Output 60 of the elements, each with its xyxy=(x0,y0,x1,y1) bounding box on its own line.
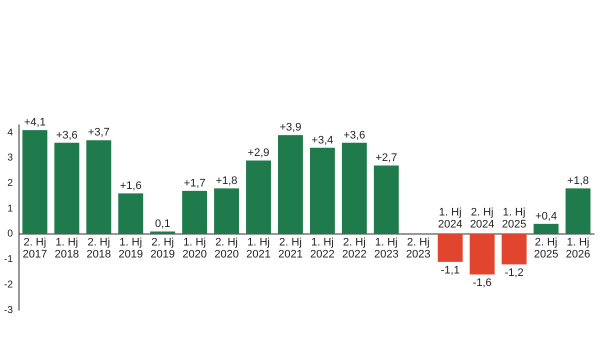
data-label: +3,6 xyxy=(344,129,366,142)
x-tick-label: 2. Hj 2025 xyxy=(534,236,558,261)
data-label: +3,9 xyxy=(280,122,302,134)
bar xyxy=(310,148,335,234)
x-tick-label: 1. Hj 2019 xyxy=(118,236,143,261)
bar xyxy=(342,142,367,234)
data-label: +0,4 xyxy=(535,210,557,222)
bar xyxy=(214,188,240,234)
x-tick-label: 1. Hj 2018 xyxy=(54,236,80,261)
y-tick-label: -1 xyxy=(4,254,14,266)
data-label: -1,2 xyxy=(504,266,524,279)
bar xyxy=(470,234,495,275)
data-label: +1,6 xyxy=(120,180,142,192)
bar xyxy=(182,190,208,234)
y-tick-label: 0 xyxy=(7,228,14,240)
bar xyxy=(534,224,559,234)
x-tick-label: 2. Hj 2017 xyxy=(22,236,48,261)
y-tick-label: 4 xyxy=(7,127,14,138)
x-tick-label: 2. Hj 2019 xyxy=(150,236,175,261)
bar xyxy=(86,140,112,234)
x-tick-label: 1. Hj 2023 xyxy=(374,236,399,261)
x-tick-label: 1. Hj 2020 xyxy=(182,236,207,261)
data-label: 0,1 xyxy=(155,218,170,230)
x-tick-label: 1. Hj 2024 xyxy=(438,206,462,231)
y-tick-label: -2 xyxy=(4,279,14,290)
data-label: +3,7 xyxy=(88,126,110,139)
bar xyxy=(438,234,463,262)
x-tick-label: 2. Hj 2024 xyxy=(470,206,494,231)
bar xyxy=(22,130,48,234)
y-tick-label: 2 xyxy=(7,178,14,190)
x-tick-label: 1. Hj 2026 xyxy=(566,236,590,261)
bar xyxy=(246,160,271,234)
bar xyxy=(374,166,399,234)
x-tick-label: 2. Hj 2020 xyxy=(214,236,239,261)
y-tick-label: 1 xyxy=(7,203,14,214)
x-tick-label: 1. Hj 2021 xyxy=(246,236,271,261)
data-label: -1,1 xyxy=(440,264,460,276)
x-tick-label: 2. Hj 2021 xyxy=(278,236,303,261)
data-label: +3,4 xyxy=(312,134,334,146)
data-label: +2,9 xyxy=(248,147,270,160)
y-tick-label: -3 xyxy=(4,304,14,316)
data-label: -1,6 xyxy=(472,277,492,290)
x-tick-label: 1. Hj 2022 xyxy=(310,236,335,261)
x-tick-label: 2. Hj 2022 xyxy=(342,236,367,261)
x-tick-label: 2. Hj 2018 xyxy=(86,236,112,261)
data-label: +1,8 xyxy=(567,174,589,187)
data-label: +2,7 xyxy=(375,152,398,164)
data-label: +1,8 xyxy=(216,174,238,187)
data-label: +4,1 xyxy=(24,116,46,129)
data-label: +3,6 xyxy=(56,129,78,142)
bar xyxy=(118,193,144,234)
y-tick-label: 3 xyxy=(7,152,14,164)
data-label: +1,7 xyxy=(184,177,206,190)
bar xyxy=(150,231,176,234)
bar xyxy=(566,188,590,234)
bar xyxy=(54,142,80,234)
x-tick-label: 1. Hj 2025 xyxy=(502,206,526,231)
x-tick-label: 2. Hj 2023 xyxy=(406,236,431,261)
bar xyxy=(502,234,527,264)
bar xyxy=(278,135,303,234)
